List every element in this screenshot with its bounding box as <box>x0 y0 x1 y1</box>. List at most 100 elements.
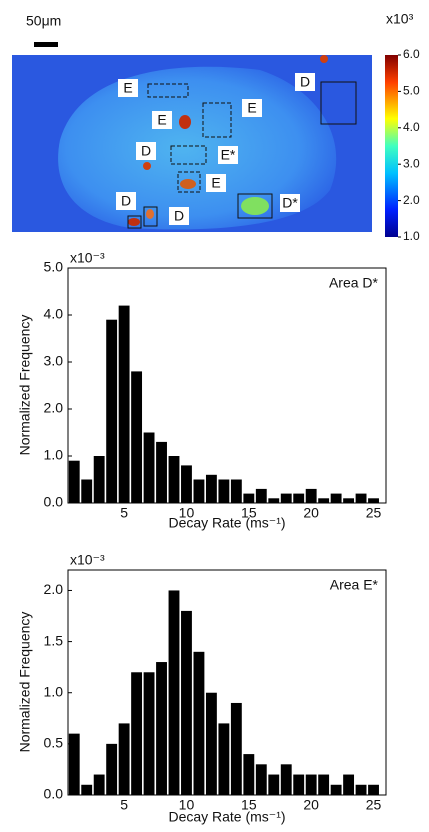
bar <box>93 774 105 795</box>
region-label-box <box>280 194 300 212</box>
bar <box>131 371 143 503</box>
bar <box>168 590 180 795</box>
bar <box>156 441 167 503</box>
x-tick-label: 15 <box>241 505 257 521</box>
bar <box>355 784 367 795</box>
region-label-box <box>169 207 189 225</box>
bar <box>255 488 267 503</box>
region-label: D <box>121 193 131 209</box>
colorbar-tick-label: 5.0 <box>403 84 420 98</box>
bar <box>330 784 342 795</box>
bar <box>305 488 317 503</box>
colorbar-tick-label: 3.0 <box>403 156 420 170</box>
x-tick-label: 20 <box>303 505 319 521</box>
bar <box>143 672 155 795</box>
y-tick-label: 1.0 <box>44 683 64 699</box>
x-tick-label: 10 <box>179 797 195 813</box>
y-axis-label: Normalized Frequency <box>17 315 33 456</box>
y-tick-label: 1.5 <box>44 632 64 648</box>
colorbar-tick-label: 4.0 <box>403 120 420 134</box>
annotation: Area E* <box>330 577 379 593</box>
y-axis-label: Normalized Frequency <box>17 612 33 753</box>
bar <box>131 672 143 795</box>
bar <box>280 764 292 795</box>
x-tick-label: 5 <box>120 505 128 521</box>
bar <box>218 723 230 795</box>
bar <box>318 498 330 503</box>
bar <box>68 733 80 795</box>
bar <box>355 493 367 503</box>
colorbar-tick-label: 6.0 <box>403 47 420 61</box>
bar <box>343 774 355 795</box>
region-label: D <box>174 208 184 224</box>
bar <box>193 479 205 503</box>
y-tick-label: 4.0 <box>44 306 64 322</box>
bar <box>181 610 192 795</box>
bar <box>368 784 379 795</box>
multiplier: x10⁻³ <box>70 552 105 568</box>
x-axis-label: Decay Rate (ms⁻¹) <box>168 809 285 825</box>
plot-frame <box>67 569 387 796</box>
multiplier: x10⁻³ <box>70 250 105 266</box>
bar <box>118 305 130 503</box>
x-tick-label: 10 <box>179 505 195 521</box>
bar <box>118 723 130 795</box>
bar <box>268 498 280 503</box>
bar <box>293 774 305 795</box>
bar <box>230 702 242 795</box>
y-tick-label: 0.0 <box>44 786 64 802</box>
region-label-box <box>206 174 226 192</box>
plot-frame <box>67 267 387 504</box>
region-label: D* <box>282 195 298 211</box>
bar <box>205 692 217 795</box>
region-label-box <box>118 79 138 97</box>
region-label-box <box>218 146 238 164</box>
x-axis-label: Decay Rate (ms⁻¹) <box>168 515 285 531</box>
bar <box>330 493 342 503</box>
bar <box>106 319 118 503</box>
x-tick-label: 25 <box>366 797 382 813</box>
colorbar <box>385 55 398 237</box>
x-tick-label: 5 <box>120 797 128 813</box>
y-tick-label: 0.5 <box>44 735 64 751</box>
bar <box>106 743 118 795</box>
bar <box>293 493 305 503</box>
y-tick-label: 5.0 <box>44 259 64 275</box>
colorbar-tick-label: 2.0 <box>403 193 420 207</box>
bar <box>193 651 205 795</box>
y-tick-label: 0.0 <box>44 494 64 510</box>
bar <box>81 784 93 795</box>
scale-bar-label: 50μm <box>26 13 61 29</box>
scale-bar <box>34 42 58 47</box>
bar <box>143 432 155 503</box>
region-label-box <box>295 73 315 91</box>
region-label-box <box>116 192 136 210</box>
region-label: E <box>157 112 166 128</box>
colorbar-tick-label: 1.0 <box>403 229 420 243</box>
y-tick-label: 1.0 <box>44 447 64 463</box>
bar <box>181 465 192 503</box>
region-label-box <box>136 142 156 160</box>
bar <box>268 774 280 795</box>
bar <box>156 662 167 795</box>
bar <box>93 456 105 503</box>
bar <box>343 498 355 503</box>
x-tick-label: 15 <box>241 797 257 813</box>
bar <box>255 764 267 795</box>
region-label: E <box>123 80 132 96</box>
y-tick-label: 2.0 <box>44 400 64 416</box>
x-tick-label: 25 <box>366 505 382 521</box>
bar <box>205 474 217 503</box>
bar <box>318 774 330 795</box>
bar <box>81 479 93 503</box>
region-label-box <box>242 99 262 117</box>
region-label: E* <box>221 147 236 163</box>
bar <box>230 479 242 503</box>
annotation: Area D* <box>329 275 379 291</box>
region-label: D <box>300 74 310 90</box>
map-image <box>12 55 372 232</box>
bar <box>305 774 317 795</box>
bar <box>218 479 230 503</box>
y-tick-label: 2.0 <box>44 581 64 597</box>
